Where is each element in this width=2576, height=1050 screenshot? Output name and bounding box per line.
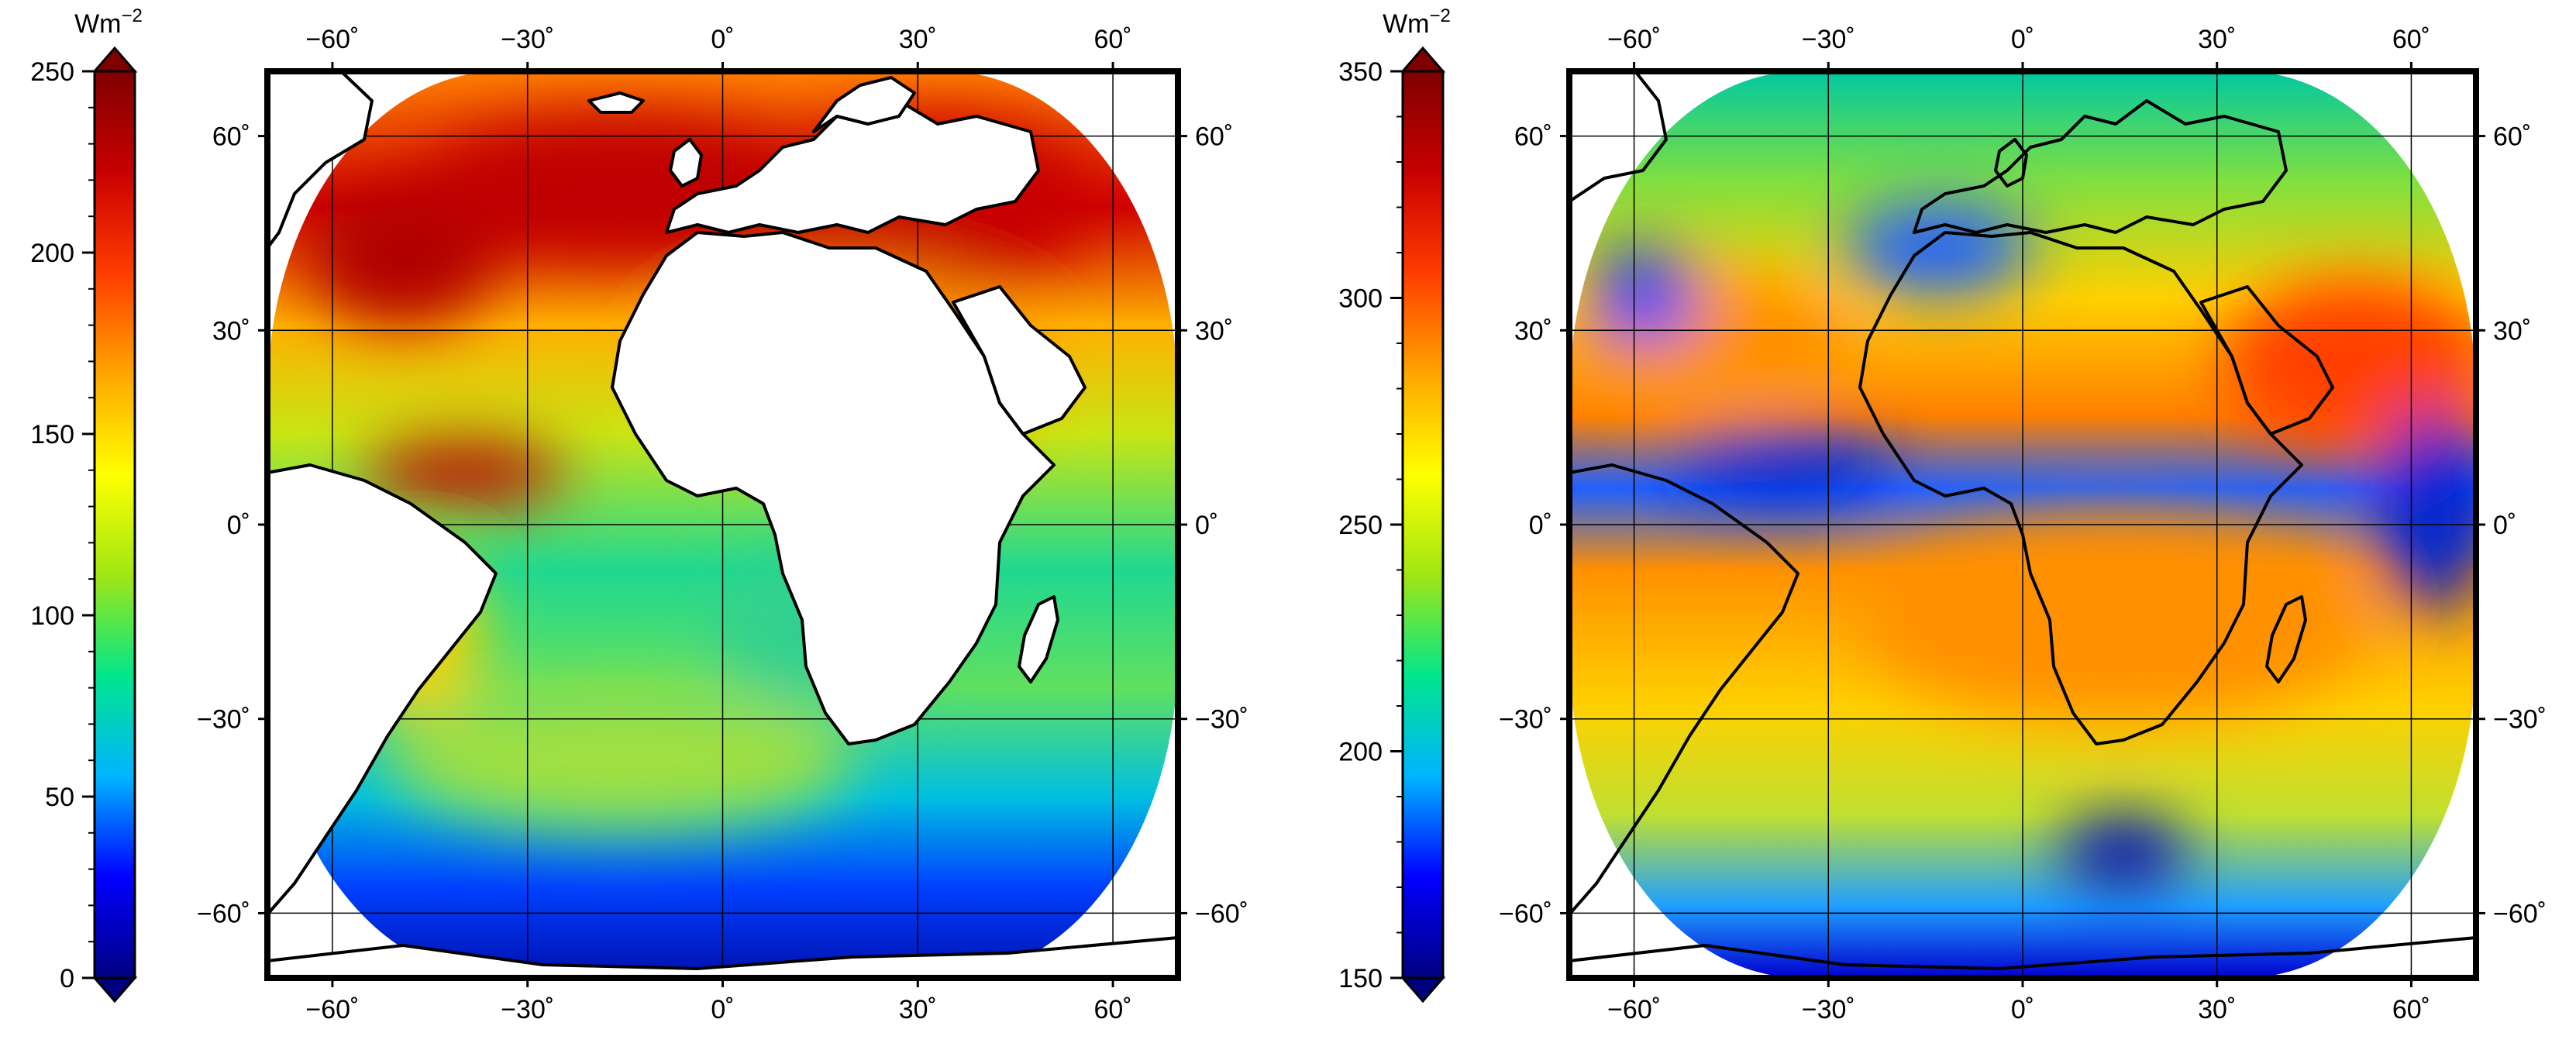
colorbar-right-ticks: 150 200 250 300 350: [1338, 57, 1403, 993]
iceland-outline: [587, 91, 645, 114]
britain-outline-right: [1994, 138, 2028, 188]
antarctica-outline-right: [1569, 936, 2477, 970]
britain-outline: [669, 138, 703, 188]
colorbar-left-unit: Wm−2: [74, 5, 143, 39]
colorbar-right: Wm−2 150 200 250 300 350: [1338, 5, 1451, 1004]
north-america-outline-right: [1568, 70, 1668, 203]
lon-label-bottom: 30˚: [2198, 995, 2236, 1024]
lon-label-top: 30˚: [899, 25, 937, 54]
lon-label-bottom: 60˚: [1094, 995, 1132, 1024]
africa-outline: [611, 231, 1056, 745]
lon-label-bottom: −30˚: [501, 995, 554, 1024]
map-right-coastlines: [1568, 70, 2477, 970]
lon-label-top: 60˚: [1094, 25, 1132, 54]
colorbar-tick-label: 350: [1338, 57, 1383, 87]
lat-label-left: 0˚: [227, 511, 250, 540]
lon-label-bottom: −60˚: [305, 995, 359, 1024]
colorbar-tick-label: 200: [30, 239, 74, 268]
lat-label-left: −30˚: [197, 705, 250, 735]
lon-label-bottom: 60˚: [2392, 995, 2430, 1024]
lat-label-right: 30˚: [2493, 316, 2531, 346]
arabia-outline-right: [2199, 285, 2334, 435]
colorbar-tick-label: 0: [60, 964, 74, 993]
colorbar-tick-label: 100: [30, 601, 74, 631]
lon-label-top: −60˚: [305, 25, 359, 54]
madagascar-outline: [1018, 595, 1059, 683]
lon-label-top: −60˚: [1607, 25, 1661, 54]
lon-label-bottom: 0˚: [711, 995, 734, 1024]
lat-label-right: 0˚: [2493, 511, 2516, 540]
lat-label-right: −60˚: [2493, 899, 2547, 928]
south-america-outline-right: [1568, 463, 1799, 916]
colorbar-tick-label: 250: [1338, 511, 1383, 540]
colorbar-tick-label: 200: [1338, 738, 1383, 767]
lat-label-right: −60˚: [1195, 899, 1248, 928]
lat-label-left: 60˚: [1514, 122, 1552, 152]
lon-label-bottom: 0˚: [2011, 995, 2034, 1024]
colorbar-tick-label: 150: [30, 420, 74, 449]
colorbar-right-bar: [1401, 70, 1445, 979]
lon-label-top: −30˚: [1802, 25, 1855, 54]
madagascar-outline-right: [2265, 595, 2307, 683]
lat-label-left: −30˚: [1499, 705, 1552, 735]
lat-label-left: 30˚: [1514, 316, 1552, 346]
lon-label-bottom: 30˚: [899, 995, 937, 1024]
lon-label-bottom: −30˚: [1802, 995, 1855, 1024]
lat-label-right: −30˚: [2493, 705, 2547, 735]
colorbar-left-ticks: 0 50 100 150 200 250: [30, 57, 95, 993]
map-left: −60˚ −60˚ −30˚ −30˚ 0˚ 0˚ 30˚ 30˚ 60˚ 60˚ −60˚ −60˚…: [197, 25, 1248, 1024]
scandinavia-outline: [812, 76, 916, 133]
south-america-outline: [266, 463, 498, 916]
lat-label-left: 0˚: [1529, 511, 1552, 540]
europe-outline-right: [1913, 99, 2288, 234]
colorbar-left-bar: [93, 70, 136, 979]
lat-label-right: 30˚: [1195, 316, 1233, 346]
lat-label-left: 30˚: [212, 316, 250, 346]
north-america-outline: [266, 70, 374, 250]
map-right: −60˚ −60˚ −30˚ −30˚ 0˚ 0˚ 30˚ 30˚ 60˚ 60˚ −60˚ −60˚…: [1499, 25, 2547, 1024]
colorbar-left-extend-top: [91, 46, 138, 73]
lat-label-right: 60˚: [2493, 122, 2531, 152]
colorbar-tick-label: 50: [45, 783, 74, 812]
colorbar-right-extend-bottom: [1400, 976, 1446, 1004]
lat-label-right: 0˚: [1195, 511, 1218, 540]
lon-label-top: 0˚: [2011, 25, 2034, 54]
map-right-axis-labels: −60˚ −60˚ −30˚ −30˚ 0˚ 0˚ 30˚ 30˚ 60˚ 60˚ −60˚ −60˚…: [1499, 25, 2547, 1024]
lat-label-left: 60˚: [212, 122, 250, 152]
colorbar-right-unit: Wm−2: [1383, 5, 1451, 39]
colorbar-right-extend-top: [1400, 46, 1446, 73]
map-right-graticule: [1569, 71, 2476, 978]
colorbar-tick-label: 300: [1338, 284, 1383, 314]
lat-label-right: −30˚: [1195, 705, 1248, 735]
lat-label-right: 60˚: [1195, 122, 1233, 152]
lon-label-bottom: −60˚: [1607, 995, 1661, 1024]
colorbar-tick-label: 150: [1338, 964, 1383, 993]
lon-label-top: −30˚: [501, 25, 554, 54]
map-left-coastlines: [266, 70, 1180, 979]
europe-outline: [665, 99, 1040, 234]
arabia-outline: [952, 285, 1087, 435]
lon-label-top: 0˚: [711, 25, 734, 54]
map-left-axis-labels: −60˚ −60˚ −30˚ −30˚ 0˚ 0˚ 30˚ 30˚ 60˚ 60˚ −60˚ −60˚…: [197, 25, 1248, 1024]
lat-label-left: −60˚: [197, 899, 250, 928]
colorbar-left-extend-bottom: [91, 976, 138, 1004]
lon-label-top: 60˚: [2392, 25, 2430, 54]
colorbar-left: Wm−2 0 50 100 150 200 250: [30, 5, 143, 1004]
lat-label-left: −60˚: [1499, 899, 1552, 928]
lon-label-top: 30˚: [2198, 25, 2236, 54]
africa-outline-right: [1858, 231, 2303, 745]
colorbar-tick-label: 250: [30, 57, 74, 87]
